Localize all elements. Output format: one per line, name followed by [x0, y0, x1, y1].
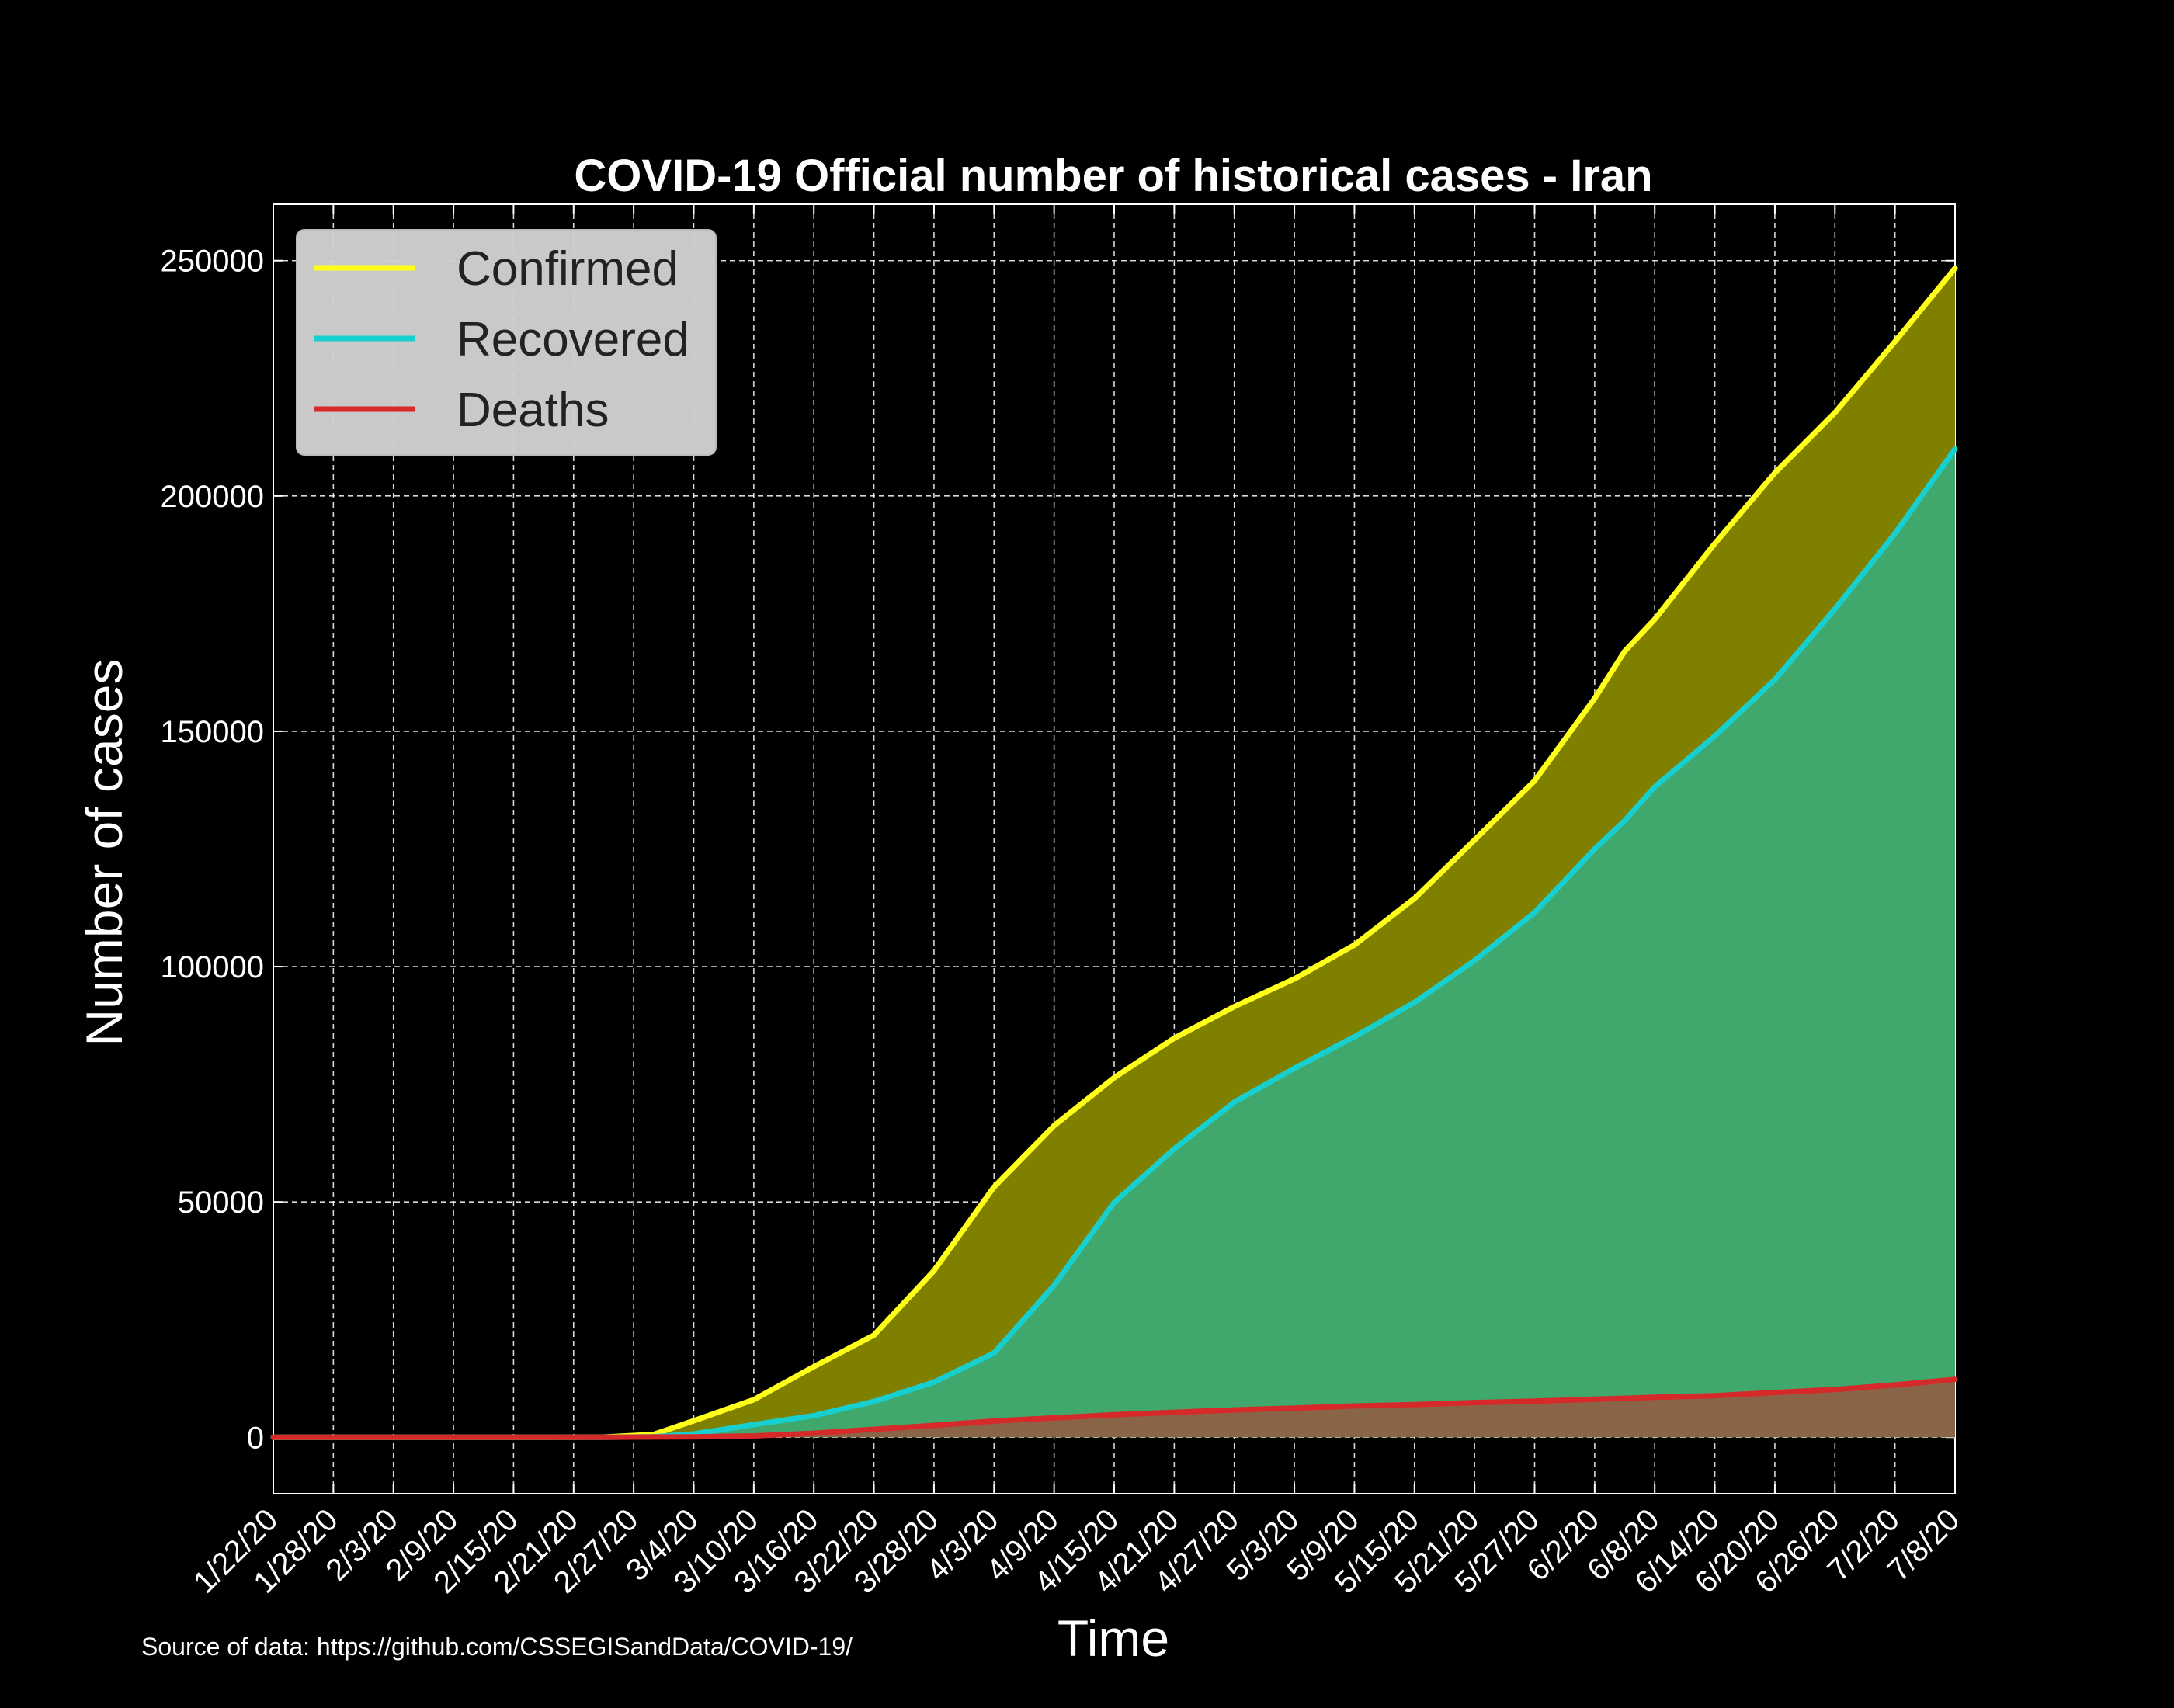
area-recovered [273, 449, 1955, 1438]
line-deaths [270, 1376, 1958, 1440]
y-tick-label: 200000 [161, 480, 264, 514]
y-tick-label: 150000 [161, 715, 264, 749]
legend-label-deaths: Deaths [457, 384, 609, 437]
y-tick-label: 0 [247, 1421, 264, 1455]
chart-title: COVID-19 Official number of historical c… [574, 151, 1652, 201]
y-axis-label: Number of cases [75, 659, 133, 1047]
y-tick-label: 100000 [161, 950, 264, 984]
legend: Confirmed Recovered Deaths [296, 229, 717, 456]
source-note: Source of data: https://github.com/CSSEG… [141, 1633, 853, 1661]
x-axis-label: Time [1057, 1609, 1169, 1667]
y-tick-label: 250000 [161, 245, 264, 279]
line-recovered [270, 446, 1958, 1440]
legend-label-recovered: Recovered [457, 313, 689, 366]
legend-label-confirmed: Confirmed [457, 242, 679, 296]
legend-box [296, 229, 717, 456]
line-confirmed [270, 265, 1958, 1440]
y-tick-label: 50000 [178, 1186, 264, 1220]
area-deaths [273, 1379, 1955, 1438]
